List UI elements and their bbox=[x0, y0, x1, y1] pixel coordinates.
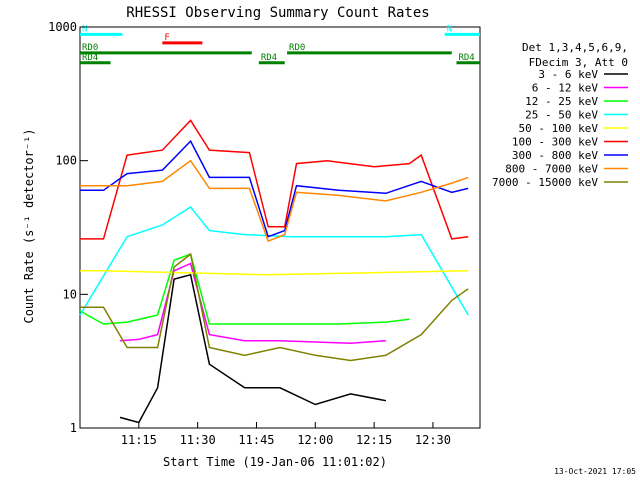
series-line-2 bbox=[79, 253, 410, 325]
y-tick-label-3: 1000 bbox=[48, 20, 77, 34]
x-tick-label-3: 12:00 bbox=[297, 433, 333, 447]
plot-frame bbox=[79, 26, 481, 429]
legend-label-0: 3 - 6 keV bbox=[538, 68, 598, 81]
legend-label-1: 6 - 12 keV bbox=[532, 82, 599, 95]
legend-label-8: 7000 - 15000 keV bbox=[492, 176, 598, 189]
series-lines bbox=[79, 119, 469, 424]
series-line-6 bbox=[80, 139, 469, 238]
x-tick-label-5: 12:30 bbox=[415, 433, 451, 447]
annotation-label-2: F bbox=[164, 33, 169, 43]
x-tick-label-4: 12:15 bbox=[356, 433, 392, 447]
annotation-label-6: RD4 bbox=[261, 53, 277, 63]
x-tick-label-1: 11:30 bbox=[180, 433, 216, 447]
y-tick-label-2: 100 bbox=[55, 154, 77, 168]
annotation-label-7: RD4 bbox=[458, 53, 474, 63]
legend-label-5: 100 - 300 keV bbox=[512, 136, 598, 149]
legend-label-7: 800 - 7000 keV bbox=[505, 163, 598, 176]
axis-ticks: 11:15 11:30 11:45 12:00 12:15 12:30 1 10 100 1000 bbox=[48, 20, 451, 447]
y-axis-label: Count Rate (s⁻¹ detector⁻¹) bbox=[22, 128, 36, 323]
series-line-1 bbox=[119, 262, 386, 345]
x-tick-label-0: 11:15 bbox=[121, 433, 157, 447]
series-line-7 bbox=[80, 159, 469, 243]
x-tick-label-2: 11:45 bbox=[238, 433, 274, 447]
series-line-4 bbox=[80, 270, 469, 276]
legend-label-2: 12 - 25 keV bbox=[525, 95, 598, 108]
y-tick-label-1: 10 bbox=[63, 287, 77, 301]
y-tick-label-0: 1 bbox=[70, 421, 77, 435]
legend-label-3: 25 - 50 keV bbox=[525, 109, 598, 122]
legend-header-1: FDecim 3, Att 0 bbox=[529, 56, 628, 69]
legend-header-0: Det 1,3,4,5,6,9, bbox=[522, 41, 628, 54]
annotation-label-5: RD4 bbox=[82, 53, 98, 63]
chart-title: RHESSI Observing Summary Count Rates bbox=[126, 5, 429, 21]
legend: Det 1,3,4,5,6,9, FDecim 3, Att 03 - 6 keV… bbox=[492, 41, 628, 189]
annotation-label-1: N bbox=[447, 24, 452, 34]
x-axis-label: Start Time (19-Jan-06 11:01:02) bbox=[163, 455, 387, 469]
annotation-label-4: RD0 bbox=[289, 43, 305, 53]
legend-label-6: 300 - 800 keV bbox=[512, 149, 598, 162]
legend-label-4: 50 - 100 keV bbox=[519, 122, 599, 135]
annotation-label-3: RD0 bbox=[82, 43, 98, 53]
timestamp: 13-Oct-2021 17:05 bbox=[554, 467, 636, 476]
series-line-5 bbox=[80, 119, 469, 240]
series-line-0 bbox=[119, 273, 387, 424]
series-line-8 bbox=[80, 252, 469, 362]
annotation-label-0: N bbox=[82, 24, 87, 34]
series-line-3 bbox=[79, 206, 469, 316]
